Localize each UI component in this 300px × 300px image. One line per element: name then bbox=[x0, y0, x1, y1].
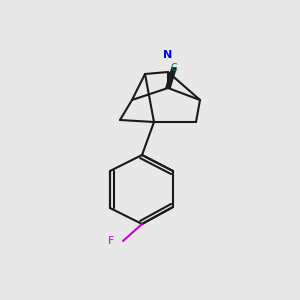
Text: F: F bbox=[108, 236, 114, 246]
Text: N: N bbox=[164, 50, 172, 60]
Text: C: C bbox=[171, 63, 177, 73]
